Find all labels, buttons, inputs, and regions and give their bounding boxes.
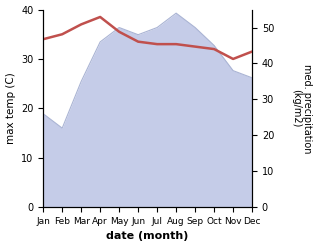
X-axis label: date (month): date (month) [107,231,189,242]
Y-axis label: max temp (C): max temp (C) [5,72,16,144]
Y-axis label: med. precipitation
(kg/m2): med. precipitation (kg/m2) [291,64,313,153]
